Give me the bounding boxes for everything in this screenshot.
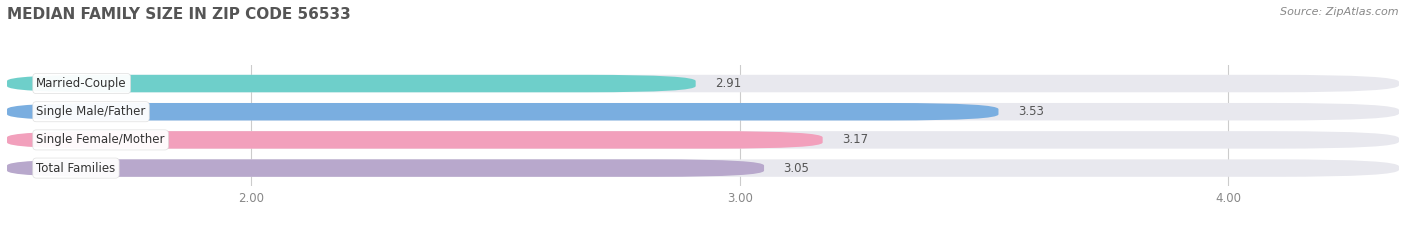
Text: 3.53: 3.53 — [1018, 105, 1043, 118]
FancyBboxPatch shape — [7, 75, 1399, 92]
FancyBboxPatch shape — [7, 131, 1399, 149]
Text: Single Female/Mother: Single Female/Mother — [37, 134, 165, 146]
Text: Total Families: Total Families — [37, 161, 115, 175]
Text: Single Male/Father: Single Male/Father — [37, 105, 146, 118]
Text: MEDIAN FAMILY SIZE IN ZIP CODE 56533: MEDIAN FAMILY SIZE IN ZIP CODE 56533 — [7, 7, 350, 22]
FancyBboxPatch shape — [7, 103, 1399, 120]
Text: 2.91: 2.91 — [716, 77, 741, 90]
FancyBboxPatch shape — [7, 159, 1399, 177]
Text: Married-Couple: Married-Couple — [37, 77, 127, 90]
FancyBboxPatch shape — [7, 103, 998, 120]
FancyBboxPatch shape — [7, 159, 763, 177]
FancyBboxPatch shape — [7, 131, 823, 149]
Text: 3.05: 3.05 — [783, 161, 810, 175]
Text: Source: ZipAtlas.com: Source: ZipAtlas.com — [1281, 7, 1399, 17]
Text: 3.17: 3.17 — [842, 134, 869, 146]
FancyBboxPatch shape — [7, 75, 696, 92]
